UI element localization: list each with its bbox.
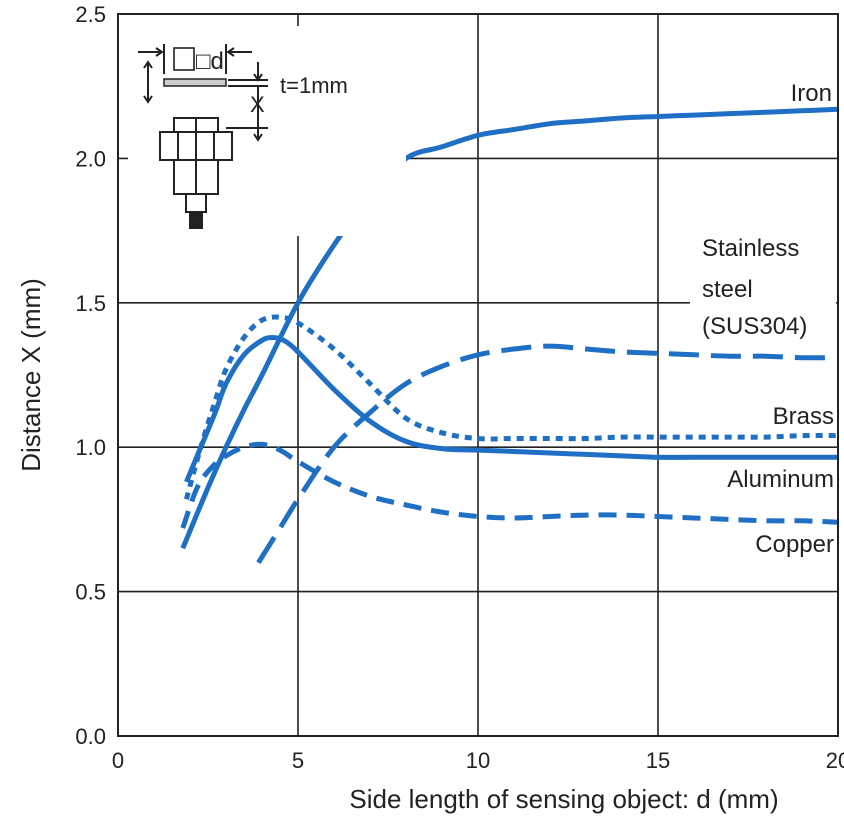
copper-label-background: [730, 528, 836, 558]
tick-labels: 0 5 10 15 20 0.0 0.5 1.0 1.5 2.0 2.5: [75, 2, 844, 773]
y-tick-label: 0.0: [75, 724, 106, 749]
y-axis-label: Distance X (mm): [16, 278, 46, 472]
x-tick-label: 15: [646, 748, 670, 773]
x-tick-label: 5: [292, 748, 304, 773]
series-label-copper: Copper: [755, 531, 834, 558]
x-tick-label: 0: [112, 748, 124, 773]
brass-label-background: [752, 400, 836, 430]
series-line-iron: [180, 106, 839, 550]
series-line-aluminum: [184, 335, 838, 483]
series-label-stainless-line3: (SUS304): [702, 313, 807, 340]
series-label-iron: Iron: [791, 80, 832, 107]
x-axis-label: Side length of sensing object: d (mm): [349, 784, 778, 814]
series-lines: [180, 106, 839, 565]
inset-dimension-label: □d: [196, 48, 224, 75]
series-line-stainless-steel: [256, 343, 839, 565]
series-label-aluminum: Aluminum: [727, 466, 834, 493]
x-tick-label: 10: [466, 748, 490, 773]
plot-frame: [117, 13, 839, 737]
y-tick-label: 2.5: [75, 2, 106, 27]
aluminum-label-background: [696, 462, 836, 492]
series-line-brass: [183, 314, 839, 500]
y-tick-label: 1.5: [75, 291, 106, 316]
series-label-stainless-line1: Stainless: [702, 235, 799, 262]
y-tick-label: 0.5: [75, 580, 106, 605]
y-tick-label: 1.0: [75, 435, 106, 460]
series-label-stainless-line2: steel: [702, 276, 753, 303]
inset-thickness-label: t=1mm: [280, 73, 348, 98]
y-tick-label: 2.0: [75, 146, 106, 171]
x-tick-label: 20: [826, 748, 844, 773]
inset-distance-label: X: [250, 92, 265, 117]
series-label-brass: Brass: [773, 403, 834, 430]
stainless-label-background: [690, 228, 836, 342]
inset-sensor-diagram: [138, 44, 268, 229]
series-line-copper: [180, 441, 839, 529]
